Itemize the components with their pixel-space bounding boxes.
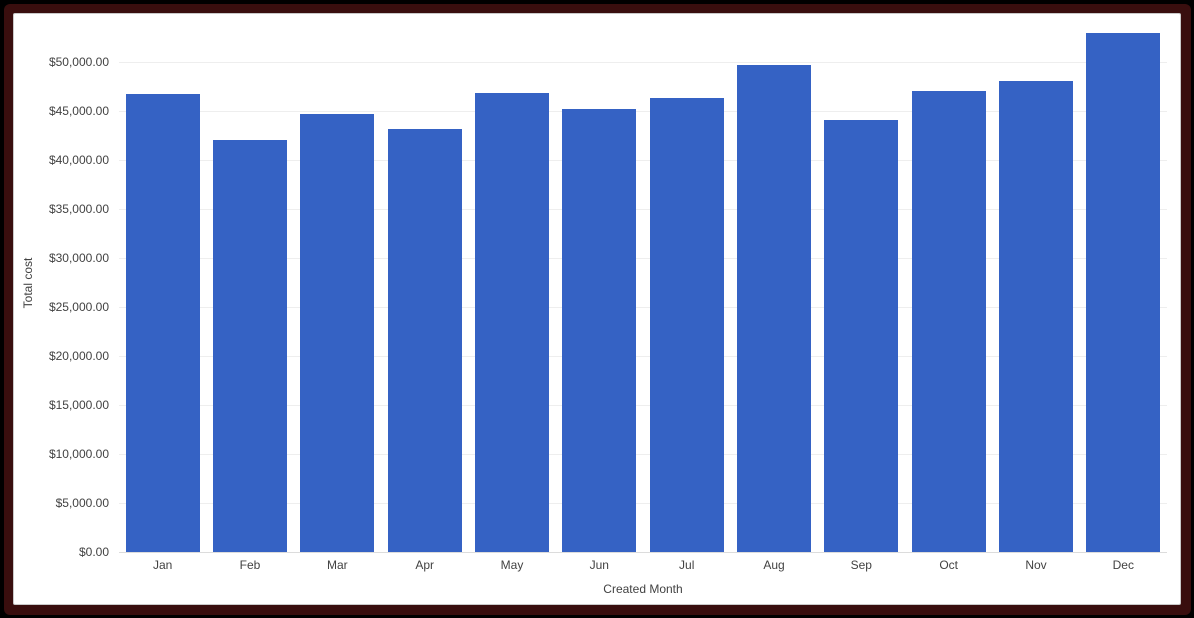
x-axis-baseline [119, 552, 1167, 553]
bar-may[interactable] [475, 93, 549, 552]
x-tick-label: Oct [939, 558, 959, 572]
x-tick-label: Apr [415, 558, 435, 572]
y-tick-label: $30,000.00 [48, 251, 109, 265]
bar-sep[interactable] [824, 119, 899, 552]
x-tick-label: Feb [239, 558, 261, 572]
x-tick-label: May [500, 558, 524, 572]
y-gridline [119, 307, 1167, 308]
y-tick-label: $20,000.00 [48, 349, 109, 363]
x-axis-title: Created Month [603, 582, 683, 596]
x-tick-label: Jun [589, 558, 609, 572]
y-gridline [119, 160, 1167, 161]
y-tick-label: $45,000.00 [48, 104, 109, 118]
y-tick-label: $50,000.00 [48, 55, 109, 69]
y-gridline [119, 62, 1167, 63]
bar-feb[interactable] [213, 140, 287, 552]
x-tick-label: Aug [763, 558, 785, 572]
y-gridline [119, 454, 1167, 455]
y-tick-label: $15,000.00 [48, 398, 109, 412]
y-tick-label: $25,000.00 [48, 300, 109, 314]
bar-aug[interactable] [737, 64, 811, 552]
bar-mar[interactable] [300, 113, 375, 552]
y-gridline [119, 111, 1167, 112]
x-tick-label: Jul [679, 558, 695, 572]
bar-jun[interactable] [562, 108, 637, 552]
x-tick-label: Nov [1025, 558, 1047, 572]
y-tick-label: $5,000.00 [55, 496, 109, 510]
chart-card: Total cost $0.00 $5,000.00 $10,000.00 $15,0… [13, 13, 1181, 605]
y-tick-label: $0.00 [78, 545, 109, 559]
bar-apr[interactable] [387, 129, 462, 552]
y-tick-label: $35,000.00 [48, 202, 109, 216]
x-tick-label: Dec [1112, 558, 1134, 572]
y-gridline [119, 405, 1167, 406]
x-tick-label: Mar [326, 558, 348, 572]
x-tick-label: Jan [153, 558, 173, 572]
y-gridline [119, 503, 1167, 504]
y-gridline [119, 356, 1167, 357]
bar-nov[interactable] [999, 80, 1073, 552]
y-tick-label: $40,000.00 [48, 153, 109, 167]
bar-dec[interactable] [1086, 32, 1161, 552]
y-gridline [119, 209, 1167, 210]
y-axis-tick-labels: $0.00 $5,000.00 $10,000.00 $15,000.00 $20,00… [14, 14, 109, 559]
bar-jan[interactable] [125, 94, 200, 552]
y-gridline [119, 258, 1167, 259]
plot-area [119, 14, 1167, 553]
bar-oct[interactable] [911, 91, 986, 552]
y-tick-label: $10,000.00 [48, 447, 109, 461]
x-axis-tick-labels: Jan Feb Mar Apr May Jun Jul Aug Sep Oct Nov Dec [119, 557, 1167, 573]
x-tick-label: Sep [850, 558, 872, 572]
bar-jul[interactable] [649, 98, 724, 552]
